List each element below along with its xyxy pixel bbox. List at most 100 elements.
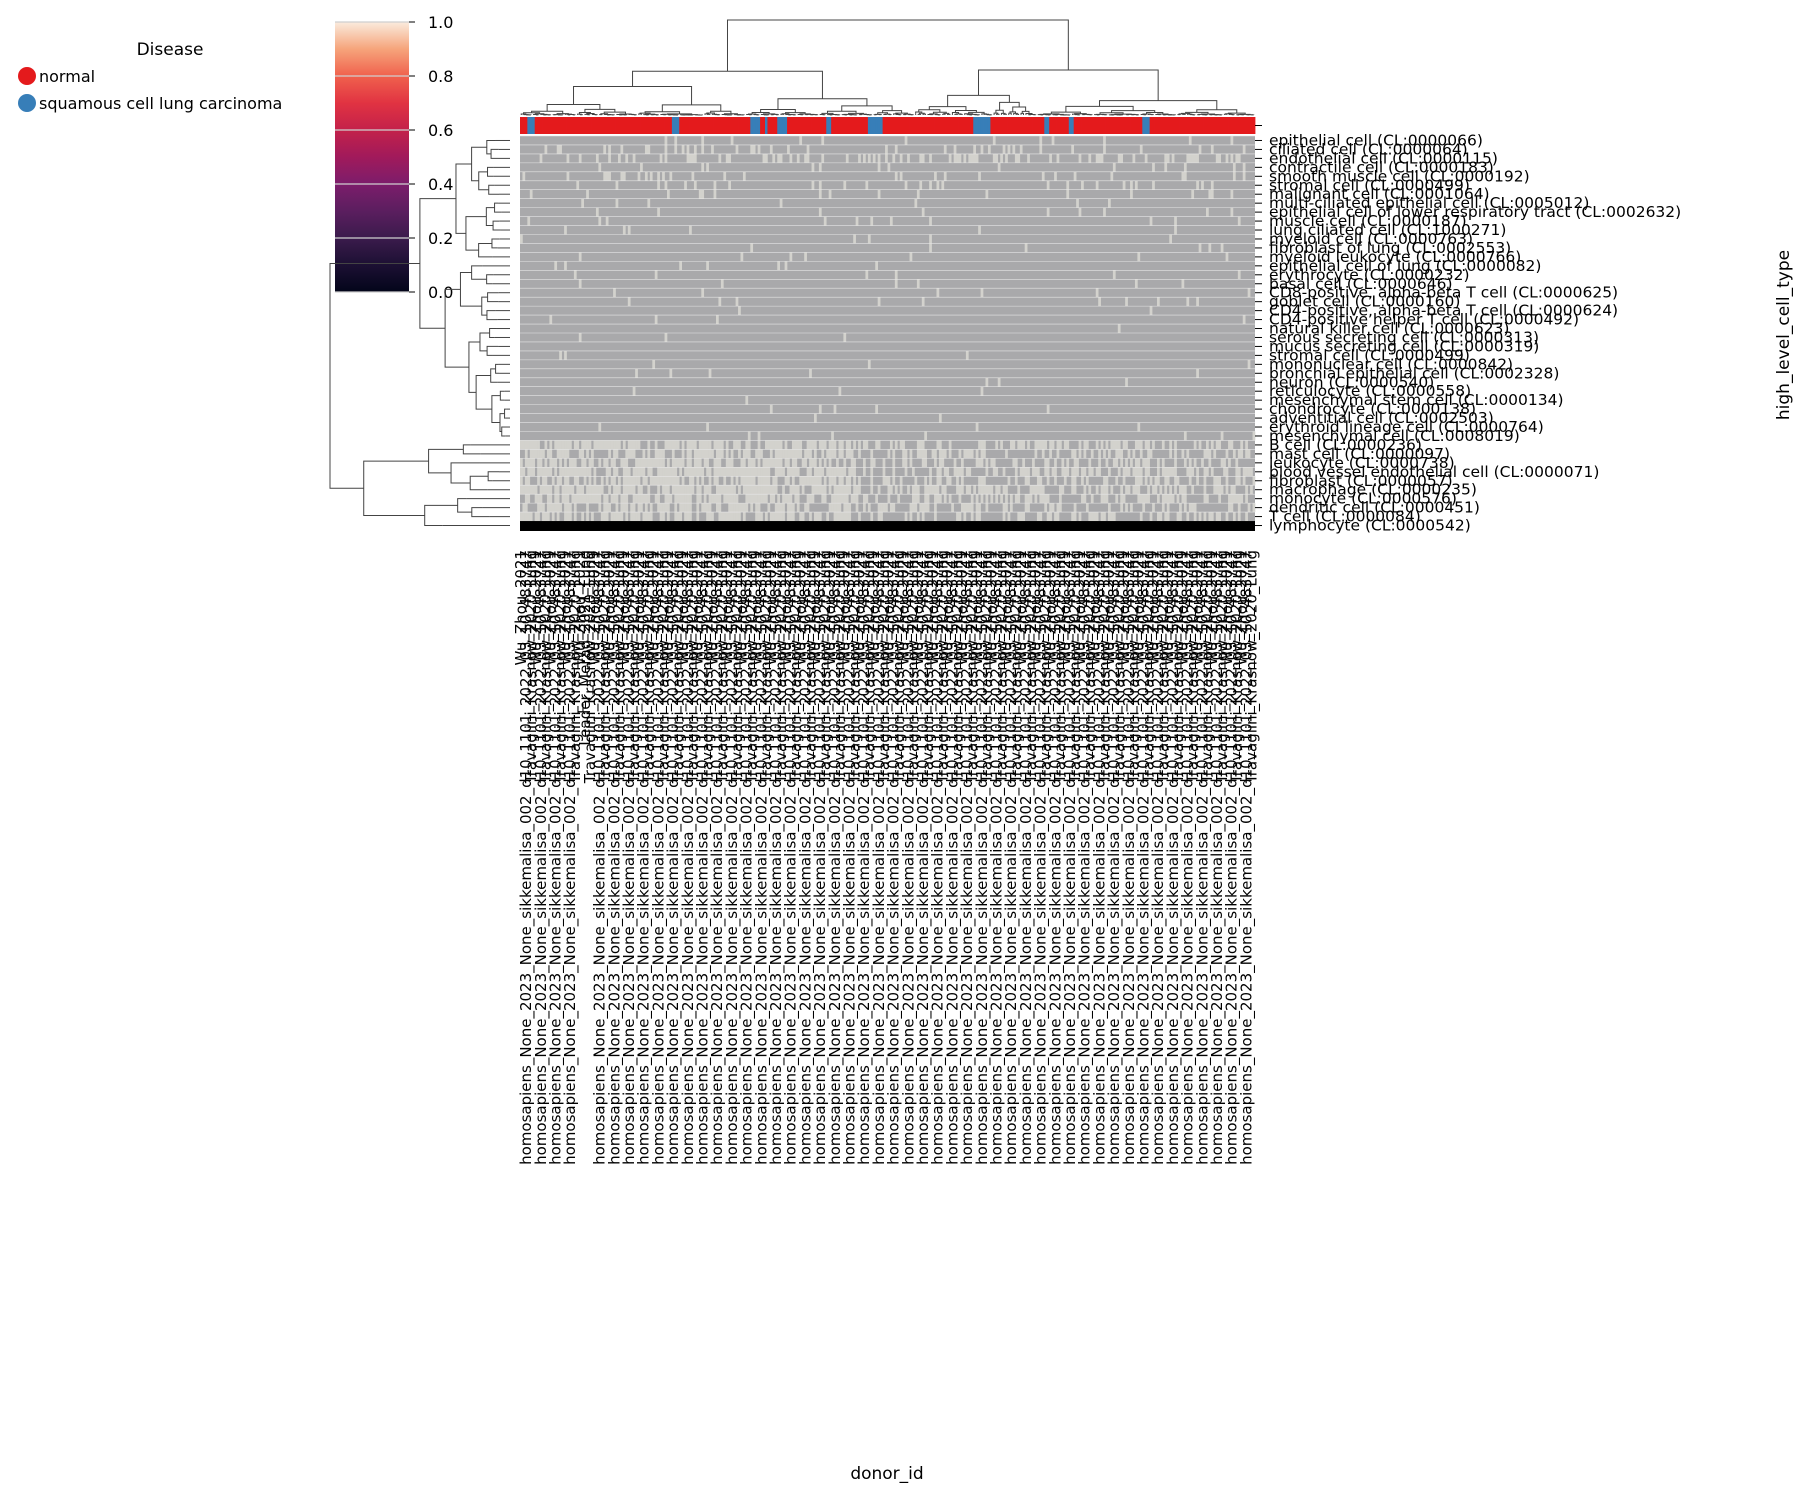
heatmap-cell xyxy=(1242,171,1246,181)
heatmap-cell xyxy=(1183,431,1187,441)
disease-strip-cell xyxy=(853,117,857,134)
disease-strip-cell xyxy=(735,117,739,134)
heatmap-cell xyxy=(809,440,812,450)
heatmap-cell xyxy=(544,485,548,495)
heatmap-cell xyxy=(586,189,589,199)
heatmap-cell xyxy=(556,440,560,450)
heatmap-cell xyxy=(662,171,665,181)
disease-strip-cell xyxy=(965,117,969,134)
heatmap-cell xyxy=(750,243,754,253)
heatmap-cell xyxy=(787,144,790,154)
heatmap-cell xyxy=(877,503,881,513)
disease-strip-cell xyxy=(1164,117,1168,134)
heatmap-cell xyxy=(718,297,722,307)
heatmap-cell xyxy=(1164,467,1168,477)
heatmap-cell xyxy=(818,476,822,486)
disease-strip-cell xyxy=(578,117,582,134)
disease-color-strip xyxy=(520,117,1256,134)
column-label: Travaglini_Krasnow_2020_Lung xyxy=(581,550,600,784)
disease-strip-cell xyxy=(1054,117,1057,134)
heatmap-cell xyxy=(840,485,844,495)
column-label: Travaglini_Krasnow_2020_Lung xyxy=(1139,550,1158,784)
heatmap-cell xyxy=(943,485,947,495)
heatmap-cell xyxy=(583,458,587,468)
heatmap-cell xyxy=(635,494,638,504)
heatmap-cell xyxy=(836,512,839,522)
heatmap-cell xyxy=(1073,449,1077,459)
heatmap-cell xyxy=(659,512,663,522)
heatmap-cell xyxy=(701,449,705,459)
heatmap-cell xyxy=(1166,467,1170,477)
heatmap-cell xyxy=(573,503,577,513)
heatmap-cell xyxy=(899,171,903,181)
heatmap-cell xyxy=(618,476,621,486)
heatmap-cell xyxy=(1193,440,1197,450)
heatmap-cell xyxy=(946,476,950,486)
heatmap-cell xyxy=(1029,494,1033,504)
heatmap-cell xyxy=(838,467,842,477)
disease-strip-cell xyxy=(1076,117,1079,134)
heatmap-cell xyxy=(701,162,705,172)
disease-strip-cell xyxy=(1083,117,1087,134)
disease-strip-cell xyxy=(757,117,761,134)
column-label: Travaglini_Krasnow_2020_Lung xyxy=(1066,550,1085,784)
disease-strip-cell xyxy=(831,117,834,134)
heatmap-cell xyxy=(669,467,673,477)
heatmap-cell xyxy=(1230,136,1234,145)
heatmap-cell xyxy=(664,485,668,495)
heatmap-cell xyxy=(767,467,771,477)
heatmap-cell xyxy=(608,503,611,513)
column-label: homosapiens_None_2023_None_sikkemalisa_0… xyxy=(547,550,566,1165)
heatmap-cell xyxy=(1056,503,1060,513)
heatmap-cell xyxy=(1002,467,1006,477)
heatmap-cell xyxy=(818,458,822,468)
heatmap-cell xyxy=(921,449,925,459)
heatmap-cell xyxy=(909,458,913,468)
heatmap-cell xyxy=(914,503,918,513)
heatmap-cell xyxy=(843,180,847,190)
disease-strip-cell xyxy=(1137,117,1141,134)
column-label: homosapiens_None_2023_None_sikkemalisa_0… xyxy=(796,550,815,1165)
heatmap-cell xyxy=(1166,512,1170,522)
heatmap-cell xyxy=(1039,136,1043,145)
heatmap-cell xyxy=(1142,458,1146,468)
heatmap-cell xyxy=(1002,144,1006,154)
disease-strip-cell xyxy=(640,117,643,134)
heatmap-cell xyxy=(784,261,788,271)
disease-strip-cell xyxy=(752,117,756,134)
heatmap-cell xyxy=(534,512,538,522)
dendrogram-link xyxy=(471,265,487,280)
disease-strip-cell xyxy=(774,117,778,134)
heatmap-cell xyxy=(863,440,866,450)
heatmap-cell xyxy=(603,171,607,181)
heatmap-cell xyxy=(1149,449,1153,459)
disease-strip-cell xyxy=(549,117,553,134)
heatmap-cell xyxy=(1024,243,1028,253)
disease-strip-cell xyxy=(1049,117,1053,134)
heatmap-cell xyxy=(1147,467,1150,477)
heatmap-cell xyxy=(894,440,898,450)
disease-strip-cell xyxy=(1112,117,1116,134)
heatmap-cell xyxy=(1112,458,1116,468)
heatmap-cell xyxy=(1159,512,1163,522)
heatmap-cell xyxy=(828,485,832,495)
heatmap-cell xyxy=(1210,144,1214,154)
heatmap-cell xyxy=(1203,449,1207,459)
disease-strip-cell xyxy=(1242,117,1246,134)
heatmap-cell xyxy=(586,440,589,450)
heatmap-cell xyxy=(767,440,771,450)
heatmap-cell xyxy=(765,494,768,504)
heatmap-cell xyxy=(1093,512,1097,522)
column-label: Travaglini_Krasnow_2020_Lung xyxy=(1081,550,1100,784)
heatmap-cell xyxy=(821,440,825,450)
legend-marker-normal xyxy=(18,67,36,85)
heatmap-cell xyxy=(814,512,817,522)
column-label: Wu_Zhou_2021 xyxy=(542,550,561,665)
heatmap-cell xyxy=(549,503,553,513)
heatmap-cell xyxy=(1134,279,1138,289)
heatmap-cell xyxy=(642,494,646,504)
heatmap-cell xyxy=(679,503,682,513)
heatmap-cell xyxy=(718,485,722,495)
heatmap-cell xyxy=(566,440,570,450)
heatmap-cell xyxy=(1181,449,1185,459)
